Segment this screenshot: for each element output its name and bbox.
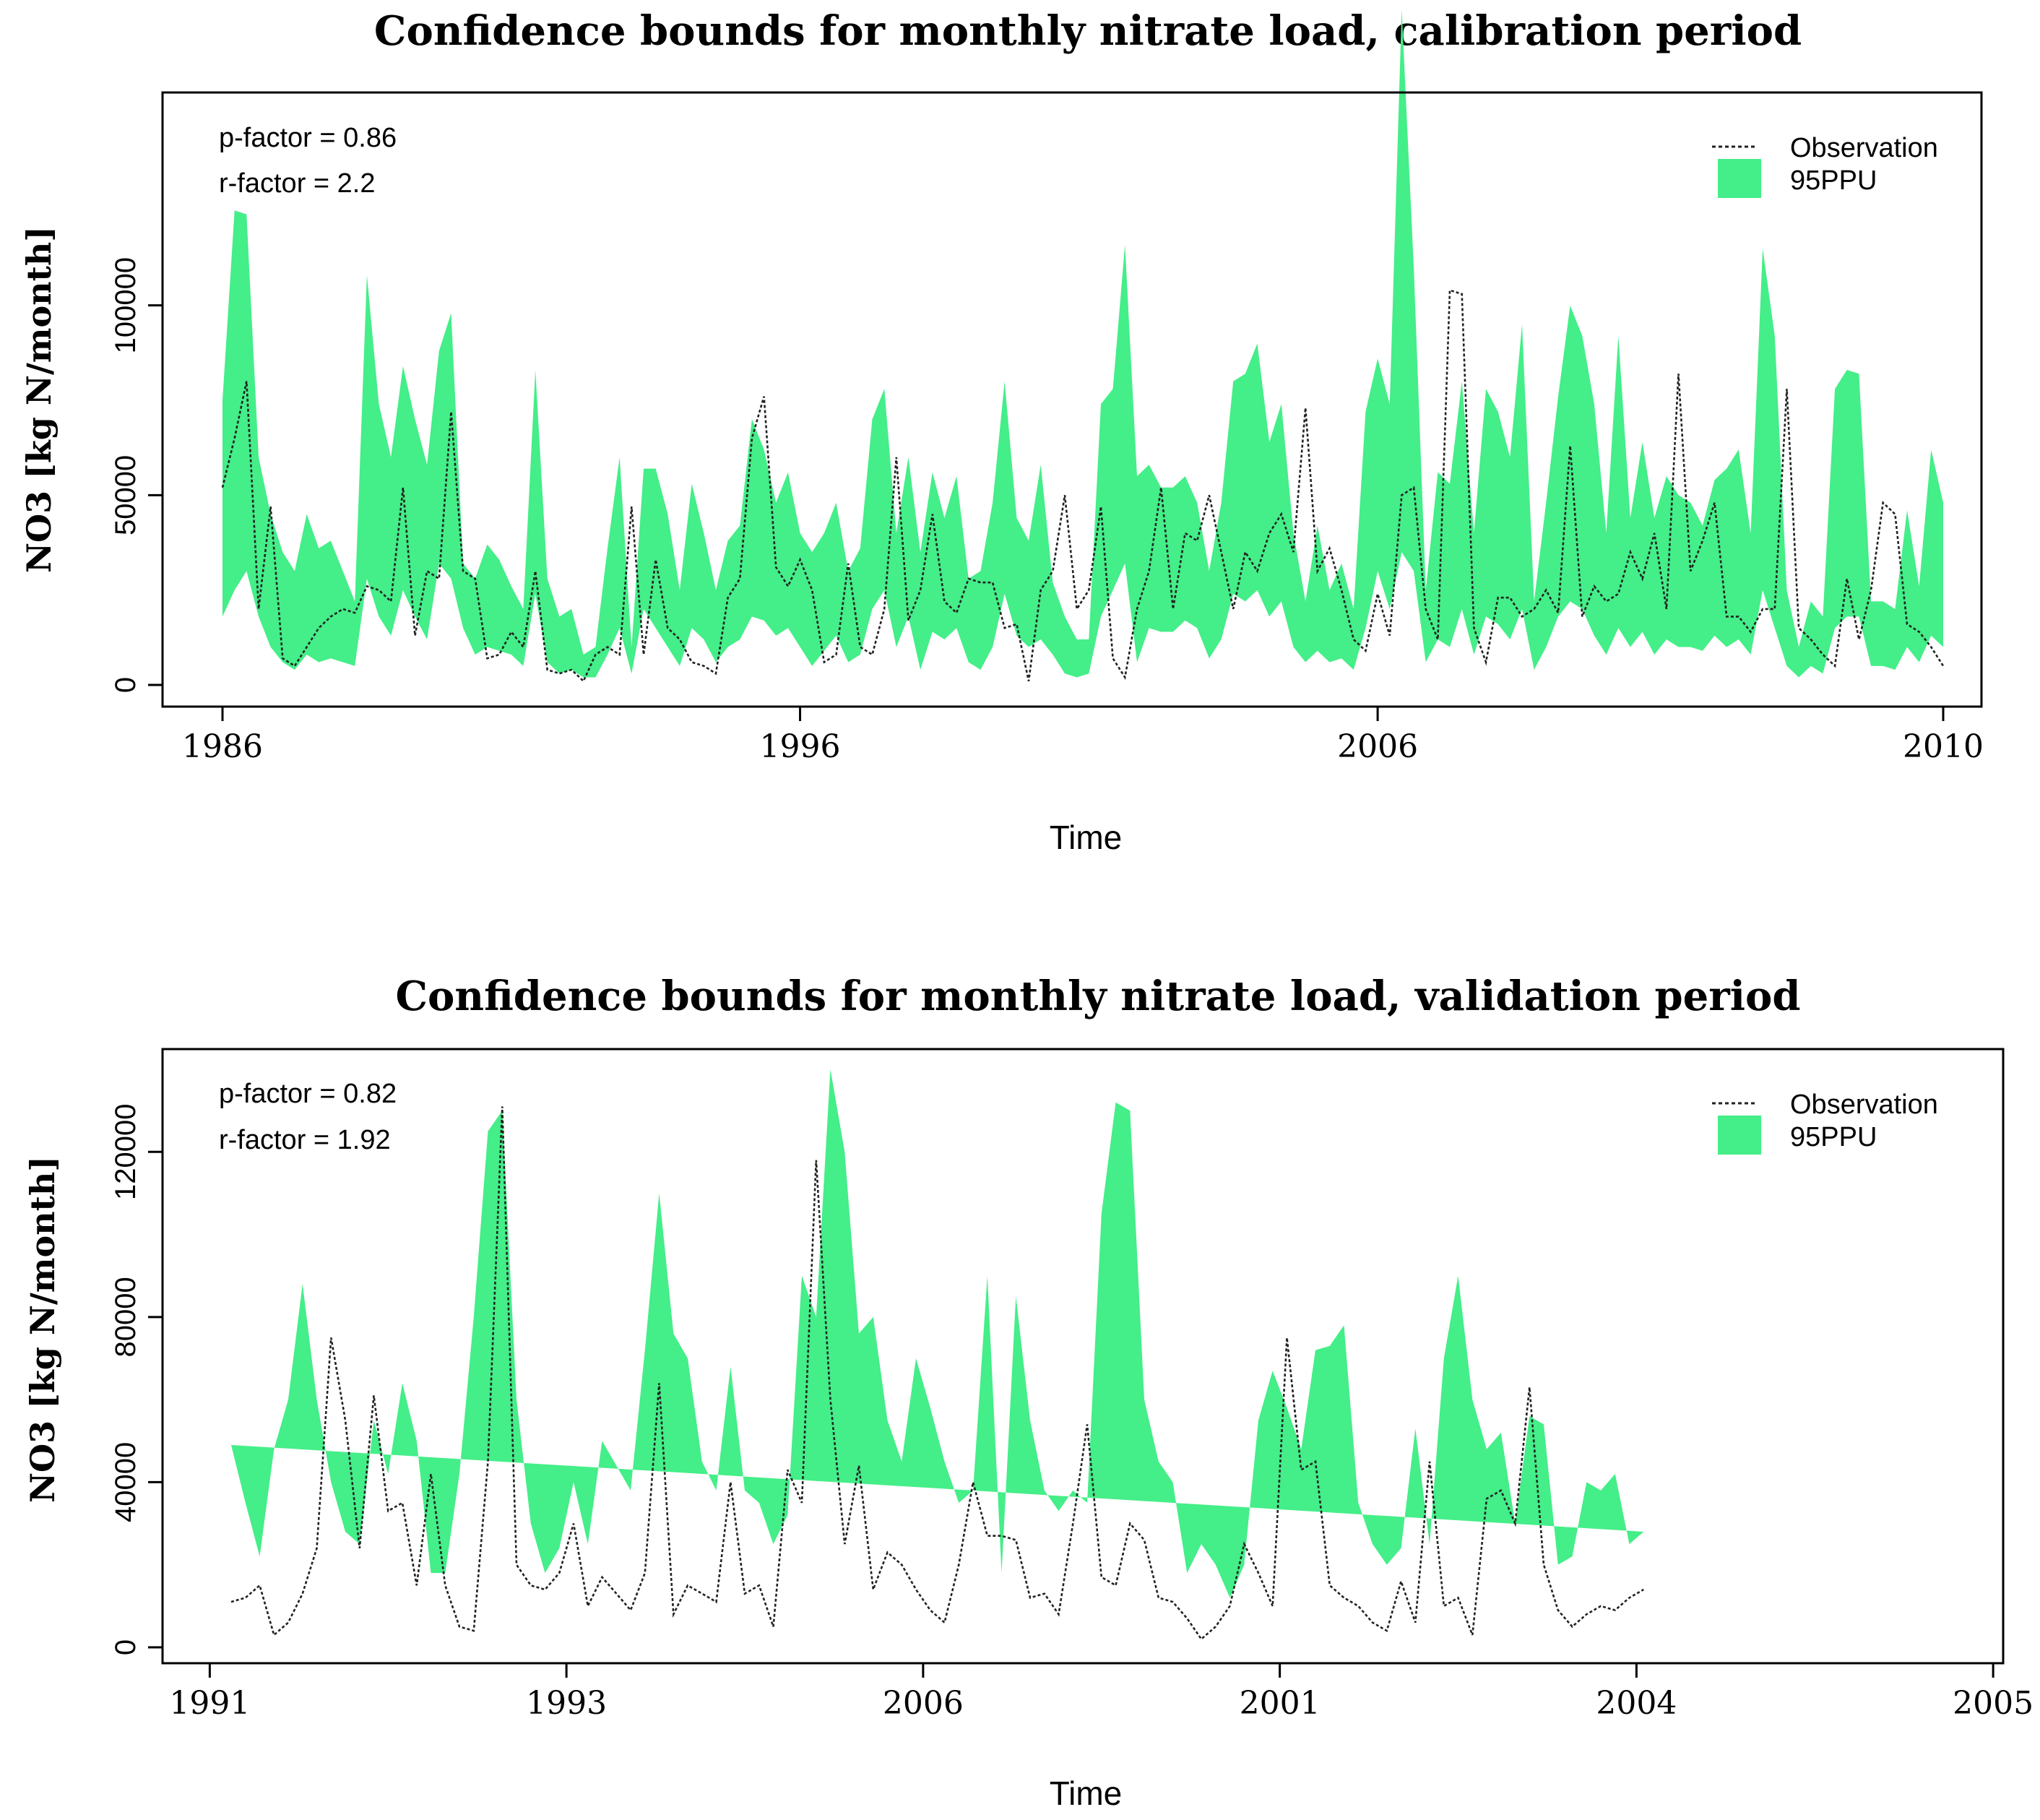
x-tick-label: 2006 (883, 1685, 964, 1722)
x-tick-label: 2005 (1953, 1685, 2033, 1722)
legend-95ppu-label: 95PPU (1790, 1122, 1877, 1152)
x-tick-label: 2001 (1240, 1685, 1321, 1722)
y-tick-label: 0 (110, 677, 142, 693)
y-tick-label: 100000 (110, 257, 142, 353)
validation-y-axis: 0 40000 80000 120000 (110, 1104, 164, 1655)
ppu95-band (231, 1069, 1644, 1598)
validation-r-factor: r-factor = 1.92 (219, 1125, 391, 1155)
x-tick-label: 1993 (526, 1685, 607, 1722)
validation-legend: Observation 95PPU (1712, 1090, 1938, 1155)
x-tick-label: 1986 (182, 728, 263, 765)
y-tick-label: 0 (110, 1639, 142, 1655)
calibration-p-factor: p-factor = 0.86 (219, 123, 397, 153)
validation-x-axis-label: Time (1050, 1774, 1123, 1812)
legend-95ppu-label: 95PPU (1790, 165, 1877, 196)
calibration-chart-title: Confidence bounds for monthly nitrate lo… (374, 7, 1802, 55)
calibration-chart: Confidence bounds for monthly nitrate lo… (20, 7, 1984, 856)
validation-x-axis: 1991 1993 2006 2001 2004 2005 (169, 1662, 2033, 1722)
x-tick-label: 1996 (760, 728, 841, 765)
y-tick-label: 40000 (110, 1442, 142, 1522)
legend-observation-label: Observation (1790, 133, 1938, 163)
calibration-legend: Observation 95PPU (1712, 133, 1938, 198)
y-tick-label: 50000 (110, 455, 142, 535)
y-tick-label: 120000 (110, 1104, 142, 1200)
legend-95ppu-swatch (1718, 1116, 1761, 1155)
validation-chart-title: Confidence bounds for monthly nitrate lo… (395, 972, 1800, 1020)
calibration-r-factor: r-factor = 2.2 (219, 168, 375, 199)
validation-p-factor: p-factor = 0.82 (219, 1079, 397, 1109)
validation-y-axis-label: NO3 [kg N/month] (23, 1156, 62, 1503)
x-tick-label: 2010 (1903, 728, 1984, 765)
x-tick-label: 1991 (169, 1685, 250, 1722)
calibration-y-axis: 0 50000 100000 (110, 257, 164, 693)
x-tick-label: 2004 (1596, 1685, 1677, 1722)
legend-observation-label: Observation (1790, 1090, 1938, 1120)
calibration-95ppu-band-group (222, 9, 1943, 678)
legend-95ppu-swatch (1718, 159, 1761, 198)
y-tick-label: 80000 (110, 1277, 142, 1357)
validation-chart: Confidence bounds for monthly nitrate lo… (23, 972, 2033, 1812)
calibration-x-axis: 1986 1996 2006 2010 (182, 705, 1984, 765)
ppu95-band (222, 9, 1943, 678)
validation-95ppu-band-group (231, 1069, 1644, 1598)
x-tick-label: 2006 (1337, 728, 1418, 765)
calibration-y-axis-label: NO3 [kg N/month] (20, 226, 59, 573)
calibration-x-axis-label: Time (1050, 819, 1123, 856)
